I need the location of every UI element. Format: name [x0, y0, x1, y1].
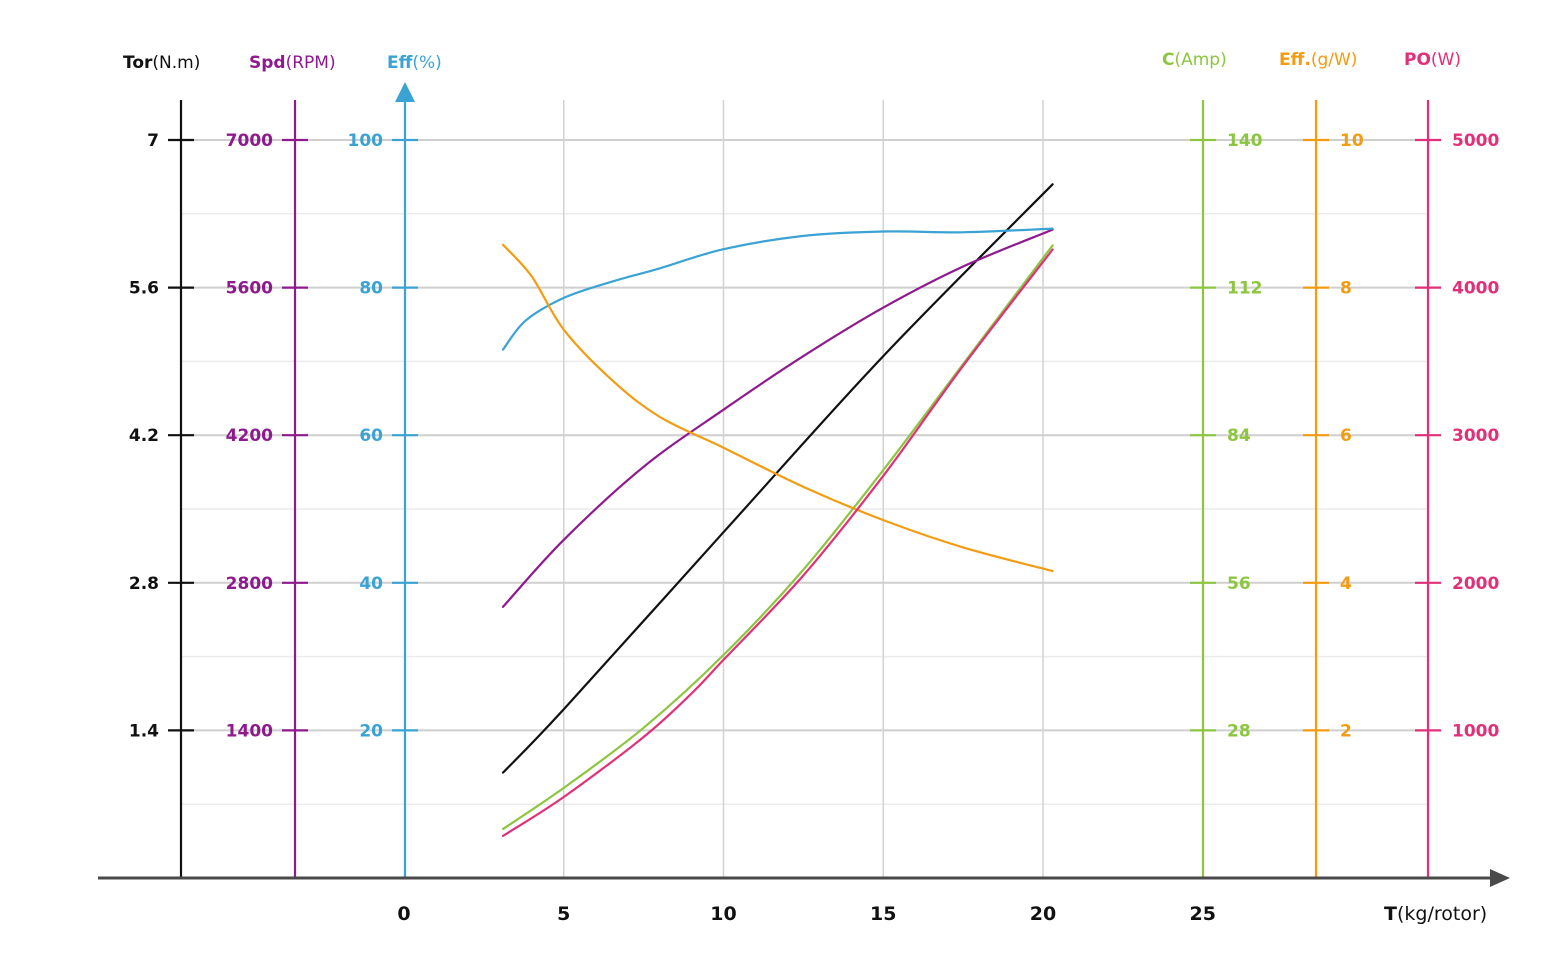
series-output-power-line [501, 248, 1054, 837]
effg-tick-label: 8 [1340, 279, 1352, 299]
po-tick-label: 3000 [1452, 426, 1499, 446]
eff-tick-label: 20 [359, 721, 383, 741]
spd-tick-label: 5600 [226, 279, 273, 299]
series-lines [501, 183, 1054, 837]
effg-tick-label: 4 [1340, 574, 1352, 594]
po-tick-label: 4000 [1452, 279, 1499, 299]
effg-axis-title-name: Eff. [1279, 50, 1311, 70]
x-tick-label: 20 [1030, 903, 1056, 925]
x-tick-label: 15 [870, 903, 896, 925]
cur-tick-label: 28 [1227, 721, 1251, 741]
x-axis: 0 5 10 15 20 25 T(kg/rotor) [98, 869, 1510, 925]
eff-axis-arrow-icon [395, 82, 415, 102]
spd-tick-label: 2800 [226, 574, 273, 594]
po-axis-title-unit: (W) [1431, 50, 1461, 70]
spd-axis-title-unit: (RPM) [286, 53, 336, 73]
series-torque-line [501, 183, 1054, 774]
x-tick-label: 0 [397, 903, 410, 925]
eff-axis-title-name: Eff [387, 53, 413, 73]
spd-tick-label: 4200 [226, 426, 273, 446]
tor-tick-label: 7 [147, 131, 159, 151]
cur-tick-label: 56 [1227, 574, 1251, 594]
po-axis-title: PO(W) [1404, 50, 1461, 70]
tor-tick-label: 4.2 [129, 426, 159, 446]
y-axes: 1.4 2.8 4.2 5.6 7 1400 2800 4200 5600 7000 20 40 60 8… [129, 82, 1499, 878]
tor-tick-label: 2.8 [129, 574, 159, 594]
series-current-line [501, 244, 1054, 831]
po-axis-title-name: PO [1404, 50, 1431, 70]
tor-tick-label: 5.6 [129, 279, 159, 299]
axis-titles: Tor(N.m) Spd(RPM) Eff(%) C(Amp) Eff.(g/W) PO(… [123, 50, 1461, 73]
series-efficiency--line [501, 227, 1054, 351]
effg-tick-label: 2 [1340, 721, 1352, 741]
eff-tick-label: 60 [359, 426, 383, 446]
po-tick-label: 5000 [1452, 131, 1499, 151]
po-tick-label: 2000 [1452, 574, 1499, 594]
cur-axis-title-name: C [1162, 50, 1174, 70]
effg-tick-label: 6 [1340, 426, 1352, 446]
effg-axis-title-unit: (g/W) [1311, 50, 1358, 70]
cur-axis-title: C(Amp) [1162, 50, 1227, 70]
x-axis-arrow-icon [1490, 869, 1510, 887]
x-tick-label: 25 [1190, 903, 1216, 925]
series-speed-line [501, 228, 1054, 608]
cur-tick-label: 140 [1227, 131, 1263, 151]
spd-axis-title: Spd(RPM) [249, 53, 336, 73]
x-axis-title-unit: (kg/rotor) [1397, 903, 1487, 925]
tor-tick-label: 1.4 [129, 721, 159, 741]
spd-axis-title-name: Spd [249, 53, 286, 73]
cur-tick-label: 112 [1227, 279, 1263, 299]
spd-tick-label: 1400 [226, 721, 273, 741]
eff-axis-title: Eff(%) [387, 53, 442, 73]
tor-axis-title-name: Tor [123, 53, 153, 73]
cur-tick-label: 84 [1227, 426, 1251, 446]
effg-axis-title: Eff.(g/W) [1279, 50, 1357, 70]
x-axis-title-name: T [1384, 903, 1397, 925]
x-tick-label: 5 [557, 903, 570, 925]
po-tick-label: 1000 [1452, 721, 1499, 741]
x-tick-label: 10 [710, 903, 736, 925]
eff-tick-label: 100 [348, 131, 384, 151]
eff-tick-label: 40 [359, 574, 383, 594]
grid-lines [180, 100, 1428, 878]
tor-axis-title: Tor(N.m) [123, 53, 200, 73]
spd-tick-label: 7000 [226, 131, 273, 151]
tor-axis-title-unit: (N.m) [152, 53, 200, 73]
eff-axis-title-unit: (%) [412, 53, 441, 73]
eff-tick-label: 80 [359, 279, 383, 299]
effg-tick-label: 10 [1340, 131, 1364, 151]
cur-axis-title-unit: (Amp) [1174, 50, 1226, 70]
series-efficiency-g-w-line [501, 243, 1054, 573]
x-axis-title: T(kg/rotor) [1384, 903, 1487, 925]
